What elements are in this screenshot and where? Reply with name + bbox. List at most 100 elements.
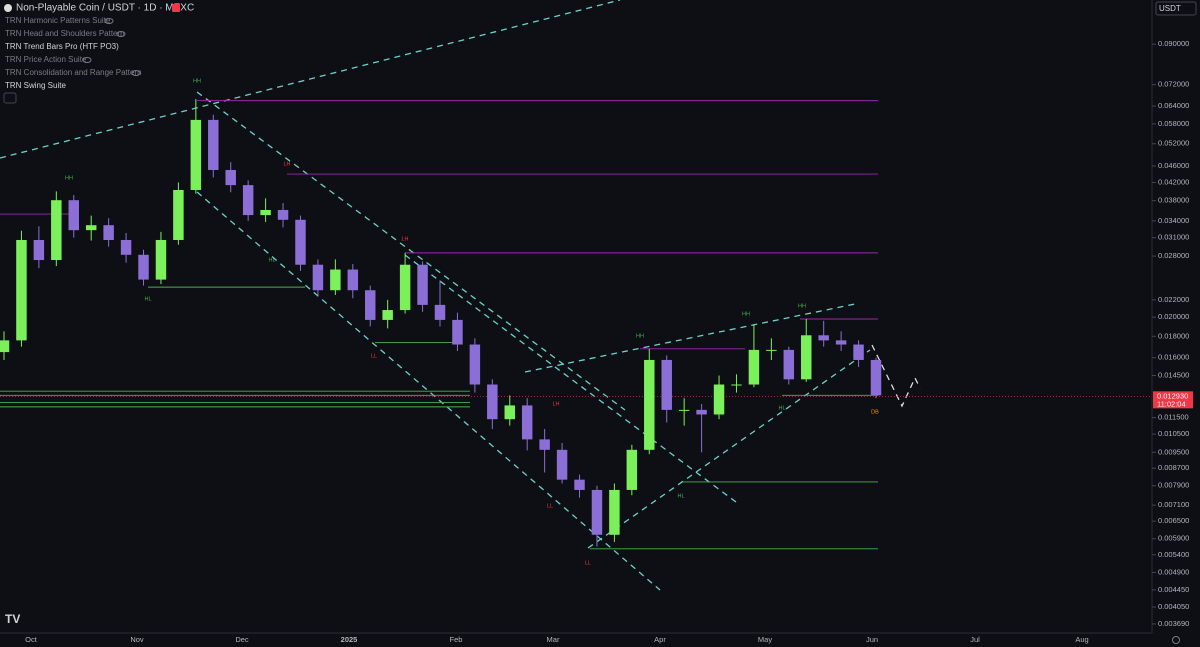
candle-body: [626, 449, 638, 490]
candle-body: [487, 384, 498, 420]
y-tick-label: 0.020000: [1158, 312, 1189, 321]
candle-body: [783, 349, 795, 380]
y-tick-label: 0.014500: [1158, 371, 1189, 380]
y-tick-label: 0.007100: [1158, 500, 1189, 509]
x-tick-label: Jun: [866, 635, 878, 644]
candle-body: [190, 119, 202, 191]
swing-label: HH: [193, 78, 201, 84]
y-tick-label: 0.058000: [1158, 119, 1189, 128]
candle-body: [225, 169, 236, 186]
y-tick-label: 0.011500: [1158, 413, 1189, 422]
eye-icons: [82, 18, 141, 76]
indicator[interactable]: TRN Price Action Suite: [5, 55, 87, 64]
swing-label: LL: [585, 560, 591, 566]
candle-body: [330, 269, 341, 291]
currency-box[interactable]: [1155, 1, 1197, 16]
y-tick-label: 0.003690: [1158, 619, 1189, 628]
candle-body: [539, 439, 550, 450]
candle-body: [696, 409, 707, 415]
indicator[interactable]: TRN Head and Shoulders Pattern: [5, 29, 125, 38]
candle-body: [853, 344, 864, 360]
candle-body: [713, 384, 725, 415]
candle-body: [382, 310, 393, 320]
swing-label: HH: [798, 303, 806, 309]
y-tick-label: 0.028000: [1158, 251, 1189, 260]
y-tick-label: 0.052000: [1158, 139, 1189, 148]
y-tick-label: 0.038000: [1158, 196, 1189, 205]
candle-body: [347, 269, 359, 291]
y-tick-label: 0.005900: [1158, 534, 1189, 543]
x-tick-label: Jul: [970, 635, 980, 644]
candle-body: [51, 200, 62, 261]
candle-body: [870, 359, 882, 396]
candle-body: [609, 489, 620, 535]
candle-body: [731, 384, 742, 386]
candle-body: [469, 344, 481, 385]
candle-body: [556, 449, 568, 480]
plot-area: [0, 99, 1152, 550]
candle-body: [103, 225, 114, 240]
candle-body: [574, 479, 585, 490]
candle-body: [0, 340, 10, 353]
candle-body: [208, 119, 219, 170]
y-tick-label: 0.064000: [1158, 101, 1189, 110]
y-tick-label: 0.004450: [1158, 585, 1189, 594]
candle-body: [155, 239, 167, 280]
candle-body: [661, 359, 672, 410]
indicator[interactable]: TRN Trend Bars Pro (HTF PO3): [5, 42, 119, 51]
x-tick-label: 2025: [341, 635, 358, 644]
flag-icon[interactable]: [172, 4, 180, 12]
candle-body: [16, 239, 27, 341]
y-tick-label: 0.005400: [1158, 550, 1189, 559]
y-tick-label: 0.042000: [1158, 177, 1189, 186]
x-tick-label: Nov: [130, 635, 144, 644]
y-tick-label: 0.046000: [1158, 161, 1189, 170]
candle-body: [591, 489, 603, 535]
logo: TV: [5, 612, 20, 626]
candle-body: [242, 185, 254, 216]
swing-label: HH: [636, 333, 644, 339]
coin-icon: [4, 4, 12, 12]
swing-label: LH: [401, 236, 408, 242]
x-tick-label: Aug: [1075, 635, 1088, 644]
candle-body: [399, 264, 411, 311]
indicator[interactable]: TRN Swing Suite: [5, 81, 66, 90]
swing-label: HL: [144, 296, 151, 302]
y-tick-label: 0.016000: [1158, 353, 1189, 362]
swing-label: LL: [371, 353, 377, 359]
candle-body: [277, 209, 289, 220]
swing-label: HH: [742, 311, 750, 317]
x-tick-label: May: [758, 635, 772, 644]
collapse-button[interactable]: [3, 92, 17, 104]
candle-body: [85, 225, 97, 231]
candle-body: [295, 219, 306, 265]
y-tick-label: 0.018000: [1158, 331, 1189, 340]
symbol-title: Non-Playable Coin / USDT · 1D · MEXC: [16, 3, 194, 14]
x-tick-label: Oct: [25, 635, 38, 644]
candle-body: [748, 349, 760, 385]
settings-icon[interactable]: [1172, 636, 1180, 644]
y-tick-label: 0.034000: [1158, 216, 1189, 225]
y-tick-label: 0.006500: [1158, 516, 1189, 525]
candle-body: [120, 239, 132, 255]
last-price-tag: [1153, 391, 1193, 409]
swing-label: LL: [547, 503, 553, 509]
currency[interactable]: USDT: [1159, 4, 1181, 13]
y-tick-label: 0.031000: [1158, 233, 1189, 242]
candle-body: [68, 200, 79, 231]
candle-body: [173, 190, 184, 240]
indicator[interactable]: TRN Consolidation and Range Pattern: [5, 68, 142, 77]
countdown: 11:02:04: [1157, 399, 1186, 408]
trendlines: [0, 0, 921, 591]
swing-label: HL: [268, 257, 275, 263]
swing-label: HL: [778, 405, 785, 411]
candle-body: [835, 340, 847, 345]
candle-body: [801, 335, 812, 380]
indicator[interactable]: TRN Harmonic Patterns Suite: [5, 16, 111, 25]
candle-body: [417, 264, 428, 305]
candle-body: [434, 304, 446, 320]
candle-body: [365, 290, 376, 320]
x-tick-label: Mar: [547, 635, 560, 644]
